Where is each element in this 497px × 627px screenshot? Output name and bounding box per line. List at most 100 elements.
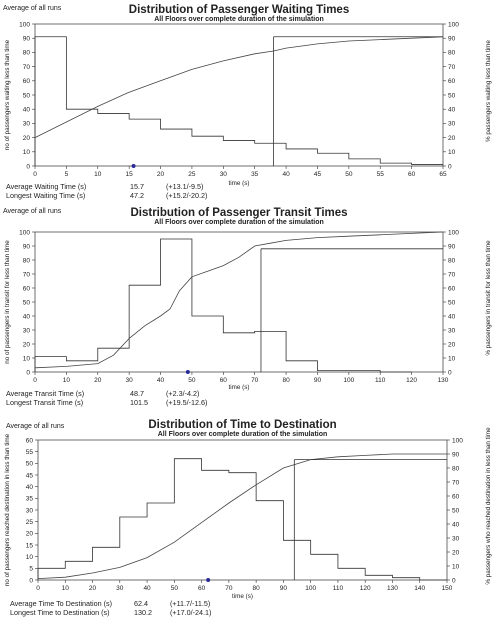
x-tick-label: 30: [126, 377, 134, 384]
y2-tick-label: 80: [448, 50, 456, 57]
y2-tick-label: 0: [448, 369, 452, 376]
y-tick-label: 25: [26, 519, 34, 526]
x-tick-label: 50: [171, 585, 179, 592]
y-tick-label: 10: [26, 554, 34, 561]
y-tick-label: 60: [23, 285, 31, 292]
y2-axis-label: % passengers in transit for less than ti…: [485, 240, 492, 356]
chart-title: Distribution of Time to Destination: [148, 419, 336, 431]
cumulative-percent-series: [37, 453, 447, 579]
stat-label: Longest Time to Destination (s): [10, 608, 109, 617]
x-tick-label: 20: [89, 585, 97, 592]
y-axis-label: no of passengers waiting less than time: [4, 39, 11, 150]
y2-tick-label: 60: [452, 493, 460, 500]
y2-tick-label: 10: [448, 355, 456, 362]
x-tick-label: 0: [33, 171, 37, 178]
x-tick-label: 130: [387, 585, 398, 592]
y-tick-label: 70: [23, 64, 31, 71]
y-tick-label: 55: [26, 449, 34, 456]
y2-tick-label: 10: [448, 149, 456, 156]
y-tick-label: 35: [26, 496, 34, 503]
x-tick-label: 60: [408, 171, 416, 178]
stat-label: Average Transit Time (s): [6, 389, 84, 398]
y2-tick-label: 70: [452, 479, 460, 486]
y2-tick-label: 20: [448, 135, 456, 142]
stat-value: 62.4: [134, 599, 148, 608]
y2-tick-label: 90: [448, 243, 456, 250]
y2-tick-label: 100: [452, 437, 463, 444]
y2-tick-label: 30: [452, 535, 460, 542]
y2-tick-label: 80: [448, 257, 456, 264]
x-tick-label: 100: [343, 377, 354, 384]
x-tick-label: 20: [94, 377, 102, 384]
y2-tick-label: 90: [452, 451, 460, 458]
x-tick-label: 120: [360, 585, 371, 592]
y-tick-label: 50: [23, 92, 31, 99]
y-tick-label: 10: [23, 149, 31, 156]
x-tick-label: 70: [251, 377, 259, 384]
y2-tick-label: 60: [448, 285, 456, 292]
x-tick-label: 140: [414, 585, 425, 592]
x-tick-label: 80: [282, 377, 290, 384]
x-tick-label: 55: [377, 171, 385, 178]
y-tick-label: 0: [26, 163, 30, 170]
y-tick-label: 90: [23, 36, 31, 43]
stat-value: 48.7: [130, 389, 144, 398]
stat-label: Average Waiting Time (s): [6, 182, 86, 191]
y-tick-label: 90: [23, 243, 31, 250]
cumulative-percent-series: [34, 36, 444, 138]
y-tick-label: 0: [29, 577, 33, 584]
x-tick-label: 65: [439, 171, 447, 178]
stat-range: (+15.2/-20.2): [166, 191, 207, 200]
y-tick-label: 100: [19, 21, 30, 28]
y2-tick-label: 80: [452, 465, 460, 472]
stat-range: (+17.0/-24.1): [170, 608, 211, 617]
x-tick-label: 100: [305, 585, 316, 592]
histogram-step-series: [34, 36, 443, 166]
y2-tick-label: 0: [448, 163, 452, 170]
y-tick-label: 50: [23, 299, 31, 306]
plot-frame: [34, 23, 444, 167]
y-tick-label: 30: [23, 327, 31, 334]
x-tick-label: 90: [314, 377, 322, 384]
x-tick-label: 110: [333, 585, 344, 592]
average-marker: [131, 164, 136, 168]
x-tick-label: 60: [198, 585, 206, 592]
y-tick-label: 40: [23, 107, 31, 114]
cumulative-percent-series: [34, 231, 444, 369]
stat-value: 101.5: [130, 398, 148, 407]
corner-label: Average of all runs: [6, 423, 65, 430]
y-tick-label: 45: [26, 472, 34, 479]
x-axis-label: time (s): [232, 593, 253, 600]
corner-label: Average of all runs: [3, 5, 62, 12]
y2-tick-label: 70: [448, 271, 456, 278]
x-tick-label: 60: [220, 377, 228, 384]
x-tick-label: 0: [36, 585, 40, 592]
y-tick-label: 20: [23, 135, 31, 142]
x-tick-label: 10: [62, 585, 70, 592]
y2-tick-label: 60: [448, 78, 456, 85]
stat-range: (+19.5/-12.6): [166, 398, 207, 407]
stat-value: 47.2: [130, 191, 144, 200]
x-tick-label: 40: [157, 377, 165, 384]
y-tick-label: 20: [23, 341, 31, 348]
stat-label: Longest Waiting Time (s): [6, 191, 85, 200]
y-tick-label: 40: [26, 484, 34, 491]
x-tick-label: 40: [143, 585, 151, 592]
y-tick-label: 60: [26, 437, 34, 444]
chart-subtitle: All Floors over complete duration of the…: [158, 431, 328, 438]
y2-tick-label: 20: [448, 341, 456, 348]
y-tick-label: 50: [26, 461, 34, 468]
y2-tick-label: 40: [448, 313, 456, 320]
x-tick-label: 25: [188, 171, 196, 178]
plot-frame: [34, 231, 444, 373]
x-tick-label: 90: [280, 585, 288, 592]
chart-subtitle: All Floors over complete duration of the…: [154, 16, 324, 23]
y-axis-label: no of passengers reached destination in …: [4, 433, 11, 586]
y2-axis-label: % passengers who reached destination in …: [485, 427, 492, 585]
y2-tick-label: 30: [448, 327, 456, 334]
y2-tick-label: 50: [448, 299, 456, 306]
stat-range: (+13.1/-9.5): [166, 182, 203, 191]
x-tick-label: 130: [438, 377, 449, 384]
y-tick-label: 0: [26, 369, 30, 376]
